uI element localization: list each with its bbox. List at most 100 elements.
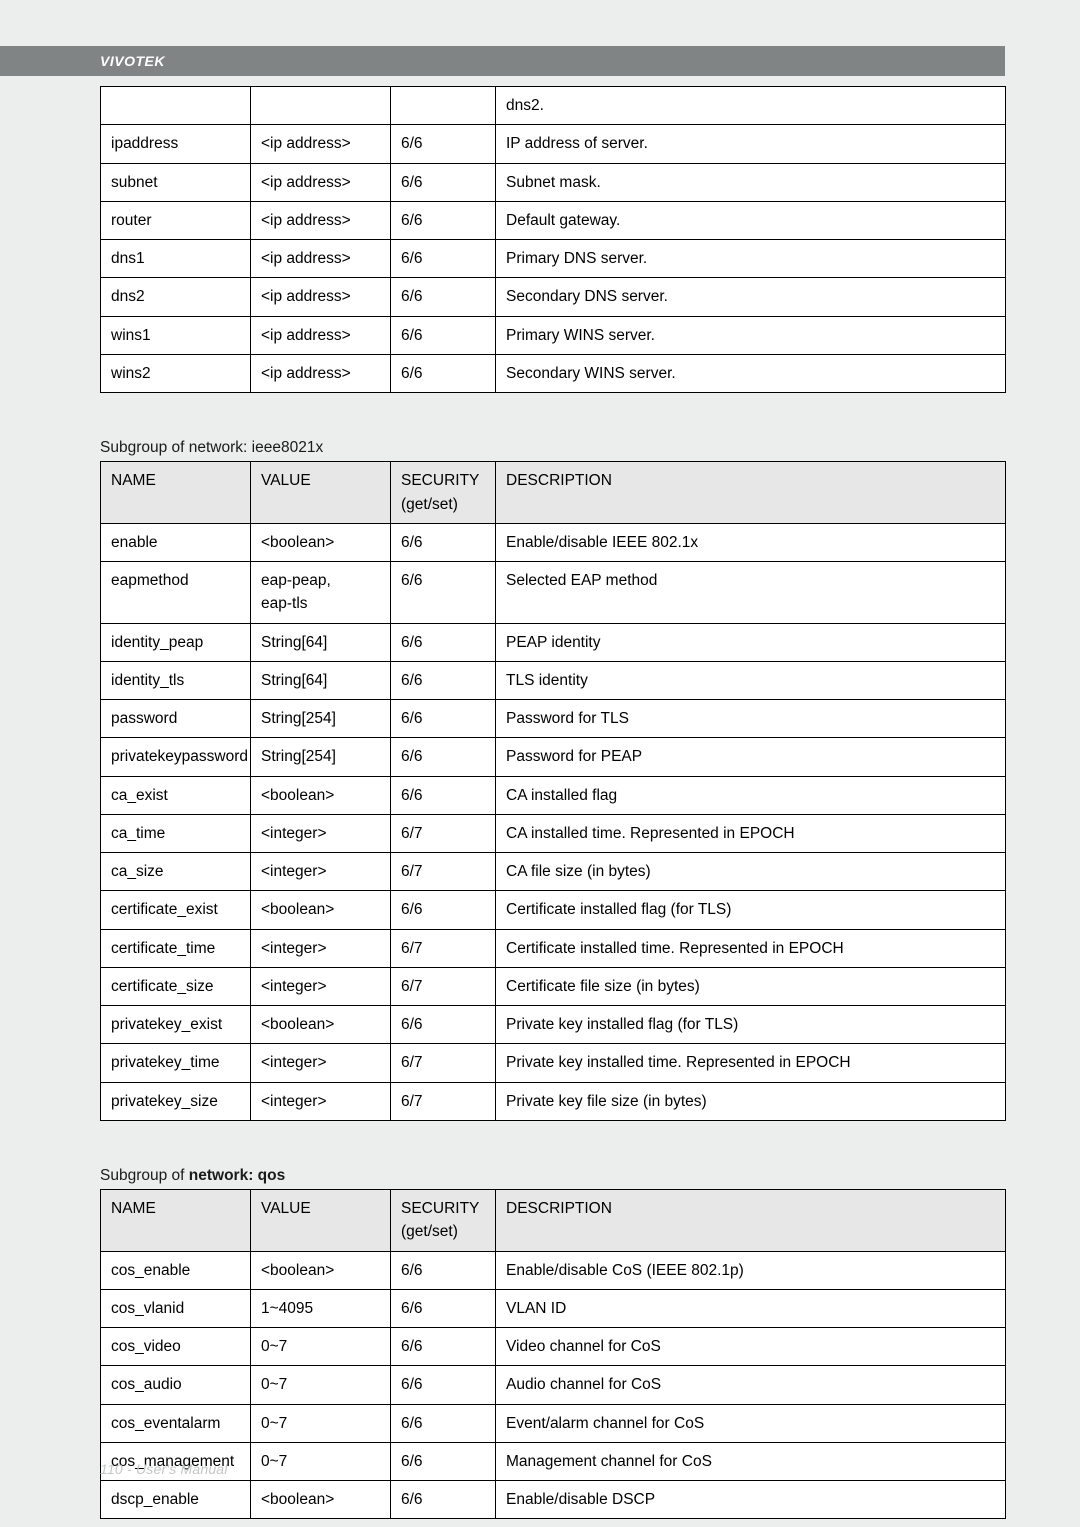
spacer	[100, 1121, 1005, 1161]
col-value: VALUE	[251, 462, 391, 524]
table-row: certificate_size<integer>6/7Certificate …	[101, 967, 1006, 1005]
table-cell: dns2.	[496, 87, 1006, 125]
table-cell: <ip address>	[251, 316, 391, 354]
table-cell: 6/6	[391, 891, 496, 929]
caption-bold: network: qos	[189, 1167, 285, 1184]
table-cell: certificate_size	[101, 967, 251, 1005]
table-cell	[391, 87, 496, 125]
table-cell: <integer>	[251, 929, 391, 967]
table-cell: 6/6	[391, 1481, 496, 1519]
table-cell: Event/alarm channel for CoS	[496, 1404, 1006, 1442]
table-row: ipaddress<ip address>6/6IP address of se…	[101, 125, 1006, 163]
table-cell: 6/6	[391, 1006, 496, 1044]
table-cell: Primary DNS server.	[496, 240, 1006, 278]
table-cell: Private key installed flag (for TLS)	[496, 1006, 1006, 1044]
table-cell: 6/6	[391, 316, 496, 354]
table-cell: dscp_enable	[101, 1481, 251, 1519]
col-security-l1: SECURITY	[401, 1200, 479, 1217]
table-cell: Secondary DNS server.	[496, 278, 1006, 316]
table-row: privatekey_exist<boolean>6/6Private key …	[101, 1006, 1006, 1044]
table-cell: ipaddress	[101, 125, 251, 163]
col-security-l2: (get/set)	[401, 496, 458, 513]
table-cell	[101, 87, 251, 125]
table-row: ca_time<integer>6/7CA installed time. Re…	[101, 814, 1006, 852]
table-cell: cos_enable	[101, 1251, 251, 1289]
table-cell: Private key installed time. Represented …	[496, 1044, 1006, 1082]
col-value: VALUE	[251, 1190, 391, 1252]
table-row: ca_exist<boolean>6/6CA installed flag	[101, 776, 1006, 814]
table-cell: IP address of server.	[496, 125, 1006, 163]
table-row: privatekeypasswordString[254]6/6Password…	[101, 738, 1006, 776]
table-cell: 6/6	[391, 125, 496, 163]
table-row: privatekey_size<integer>6/7Private key f…	[101, 1082, 1006, 1120]
table-row: eapmethodeap-peap,eap-tls6/6Selected EAP…	[101, 562, 1006, 624]
table-cell: 6/6	[391, 661, 496, 699]
table-cell: 6/6	[391, 1442, 496, 1480]
table-cell: <integer>	[251, 1082, 391, 1120]
table-cell: 6/6	[391, 738, 496, 776]
table-cell: 6/6	[391, 623, 496, 661]
table-cell: <boolean>	[251, 1006, 391, 1044]
table-cell: <integer>	[251, 814, 391, 852]
table-cell: identity_tls	[101, 661, 251, 699]
table-cell: 6/7	[391, 967, 496, 1005]
table-cell: cos_video	[101, 1328, 251, 1366]
brand-header: VIVOTEK	[0, 46, 1005, 76]
table-cell: 6/7	[391, 814, 496, 852]
table-cell: ca_time	[101, 814, 251, 852]
table-cell: router	[101, 201, 251, 239]
table-caption-ieee8021x: Subgroup of network: ieee8021x	[100, 433, 1005, 461]
table-cell: privatekey_exist	[101, 1006, 251, 1044]
table-cell: Management channel for CoS	[496, 1442, 1006, 1480]
footer-text: 110 - User's Manual	[100, 1461, 228, 1477]
table-cell: ca_exist	[101, 776, 251, 814]
table-cell: 1~4095	[251, 1289, 391, 1327]
col-security: SECURITY (get/set)	[391, 1190, 496, 1252]
table-cell: <ip address>	[251, 201, 391, 239]
table-cell: 6/6	[391, 240, 496, 278]
table-cell: 6/6	[391, 201, 496, 239]
table-cell: <integer>	[251, 853, 391, 891]
caption-suffix: ieee8021x	[252, 439, 324, 456]
table-cell: 6/7	[391, 1044, 496, 1082]
table-caption-qos: Subgroup of network: qos	[100, 1161, 1005, 1189]
table-row: privatekey_time<integer>6/7Private key i…	[101, 1044, 1006, 1082]
table-cell: String[254]	[251, 700, 391, 738]
col-name: NAME	[101, 1190, 251, 1252]
table-cell: <ip address>	[251, 354, 391, 392]
table-cell: password	[101, 700, 251, 738]
table-row: cos_video0~76/6Video channel for CoS	[101, 1328, 1006, 1366]
table-qos: NAME VALUE SECURITY (get/set) DESCRIPTIO…	[100, 1189, 1006, 1519]
table-cell: CA file size (in bytes)	[496, 853, 1006, 891]
table-row: identity_peapString[64]6/6PEAP identity	[101, 623, 1006, 661]
table-cell: Audio channel for CoS	[496, 1366, 1006, 1404]
table-row: wins2<ip address>6/6Secondary WINS serve…	[101, 354, 1006, 392]
table-cell: Default gateway.	[496, 201, 1006, 239]
table-cell: Private key file size (in bytes)	[496, 1082, 1006, 1120]
col-security-l2: (get/set)	[401, 1223, 458, 1240]
table-cell: enable	[101, 523, 251, 561]
table-header-row: NAME VALUE SECURITY (get/set) DESCRIPTIO…	[101, 1190, 1006, 1252]
table-row: subnet<ip address>6/6Subnet mask.	[101, 163, 1006, 201]
table-row: certificate_time<integer>6/7Certificate …	[101, 929, 1006, 967]
table-cell: 6/6	[391, 523, 496, 561]
caption-prefix: Subgroup of	[100, 1167, 189, 1184]
caption-prefix: Subgroup of network:	[100, 439, 252, 456]
table-row: dscp_enable<boolean>6/6Enable/disable DS…	[101, 1481, 1006, 1519]
table-cell: Password for TLS	[496, 700, 1006, 738]
table-cell: Certificate file size (in bytes)	[496, 967, 1006, 1005]
table-cell: 0~7	[251, 1366, 391, 1404]
table-cell: 0~7	[251, 1442, 391, 1480]
table-cell: 6/6	[391, 278, 496, 316]
table-cell: CA installed flag	[496, 776, 1006, 814]
table-cell: 6/6	[391, 1366, 496, 1404]
table-cell: VLAN ID	[496, 1289, 1006, 1327]
table-cell: Certificate installed flag (for TLS)	[496, 891, 1006, 929]
table-header-row: NAME VALUE SECURITY (get/set) DESCRIPTIO…	[101, 462, 1006, 524]
table-cell: wins2	[101, 354, 251, 392]
table-cell: dns1	[101, 240, 251, 278]
table-cell: Primary WINS server.	[496, 316, 1006, 354]
table-cell: 6/6	[391, 1251, 496, 1289]
table-cell: ca_size	[101, 853, 251, 891]
table-cell: 6/6	[391, 700, 496, 738]
